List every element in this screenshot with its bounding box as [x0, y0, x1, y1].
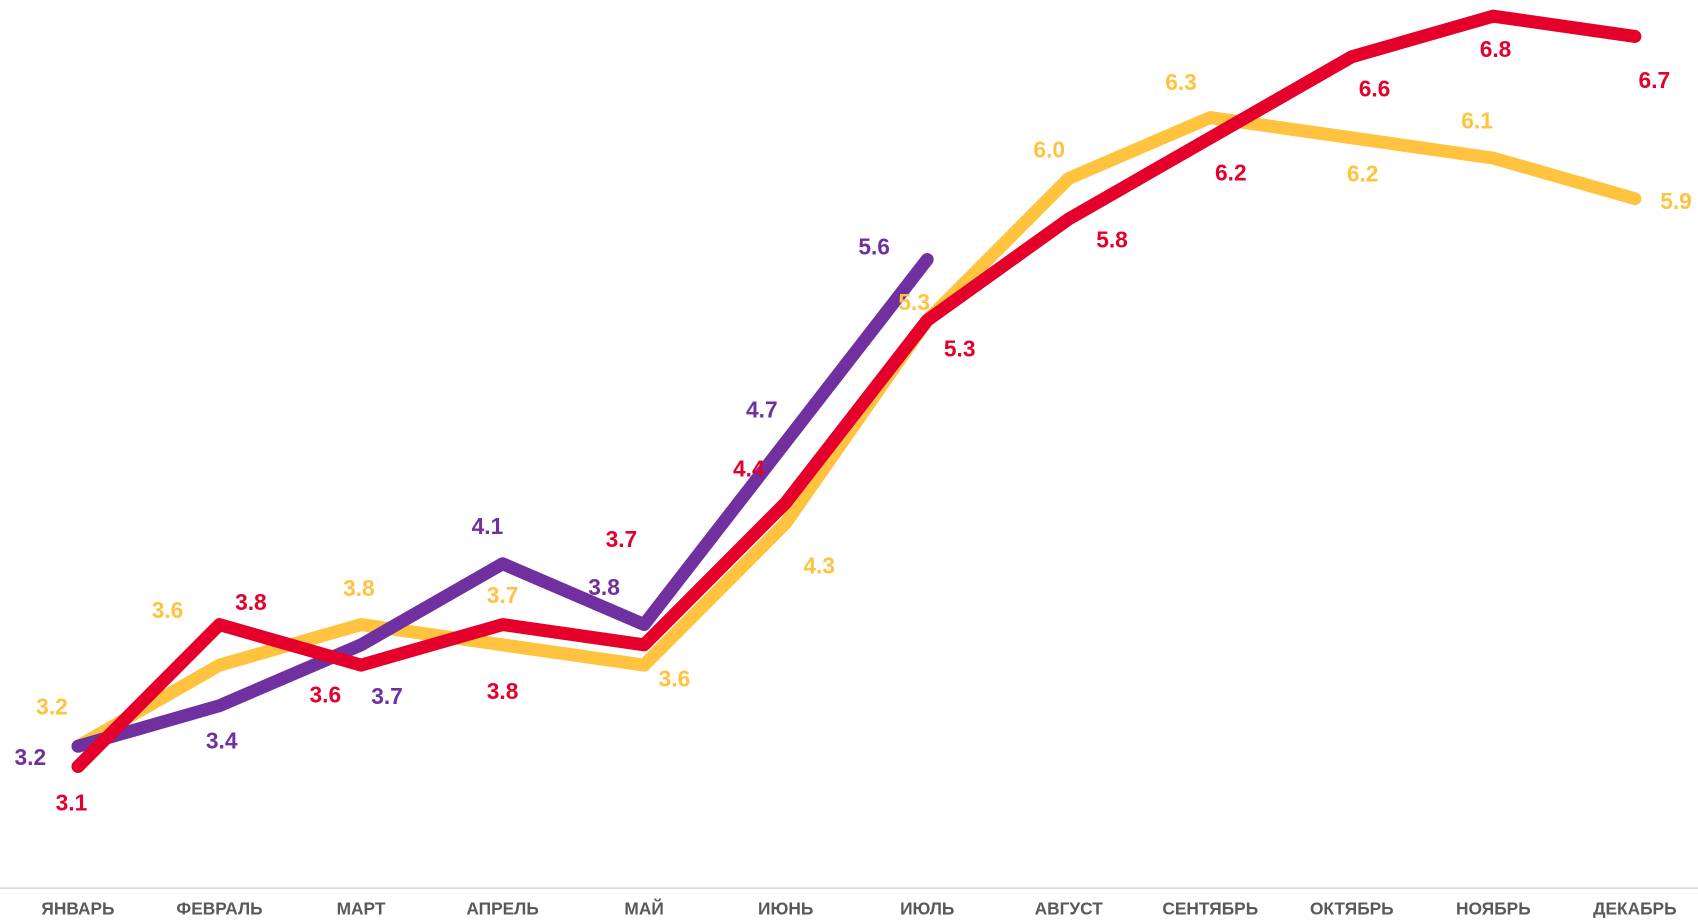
data-label: 3.8	[235, 589, 267, 615]
data-label: 6.7	[1639, 67, 1671, 93]
data-label: 6.1	[1461, 107, 1493, 133]
data-label: 3.7	[487, 582, 519, 608]
x-tick-label: НОЯБРЬ	[1456, 898, 1531, 918]
x-tick-label: АВГУСТ	[1035, 898, 1104, 918]
x-tick-label: МАРТ	[337, 898, 386, 918]
data-label: 4.1	[472, 513, 504, 539]
data-label: 3.6	[152, 597, 184, 623]
data-label: 3.8	[588, 574, 620, 600]
data-label: 4.3	[803, 553, 835, 579]
data-label: 5.6	[858, 234, 890, 260]
x-tick-label: ФЕВРАЛЬ	[176, 898, 262, 918]
series-line	[71, 9, 1642, 774]
x-tick-label: ОКТЯБРЬ	[1310, 898, 1394, 918]
data-label: 3.2	[36, 693, 68, 719]
data-label: 5.3	[898, 289, 930, 315]
data-label: 4.7	[746, 397, 778, 423]
data-label: 6.2	[1347, 161, 1379, 187]
data-label: 3.7	[606, 526, 638, 552]
data-label: 4.4	[733, 455, 765, 481]
x-tick-label: АПРЕЛЬ	[466, 898, 538, 918]
data-label: 3.4	[206, 728, 238, 754]
data-label: 6.0	[1033, 136, 1065, 162]
data-label: 6.3	[1165, 69, 1197, 95]
data-label: 3.1	[56, 789, 88, 815]
data-label: 6.6	[1359, 75, 1391, 101]
x-tick-label: МАЙ	[624, 898, 663, 918]
x-tick-label: СЕНТЯБРЬ	[1162, 898, 1258, 918]
data-label: 3.8	[487, 678, 519, 704]
data-label: 5.9	[1660, 188, 1692, 214]
data-label: 3.6	[659, 665, 691, 691]
data-label: 6.8	[1480, 36, 1512, 62]
series-line	[71, 253, 934, 753]
data-label: 3.6	[310, 682, 342, 708]
data-label: 6.2	[1215, 160, 1247, 186]
data-label: 3.7	[371, 683, 403, 709]
x-tick-label: ЯНВАРЬ	[41, 898, 114, 918]
data-label: 5.8	[1096, 227, 1128, 253]
data-label: 3.8	[343, 575, 375, 601]
data-label: 3.2	[15, 744, 47, 770]
x-tick-label: ДЕКАБРЬ	[1593, 898, 1676, 918]
data-label: 5.3	[944, 336, 976, 362]
x-tick-label: ИЮНЬ	[758, 898, 813, 918]
x-tick-label: ИЮЛЬ	[900, 898, 954, 918]
